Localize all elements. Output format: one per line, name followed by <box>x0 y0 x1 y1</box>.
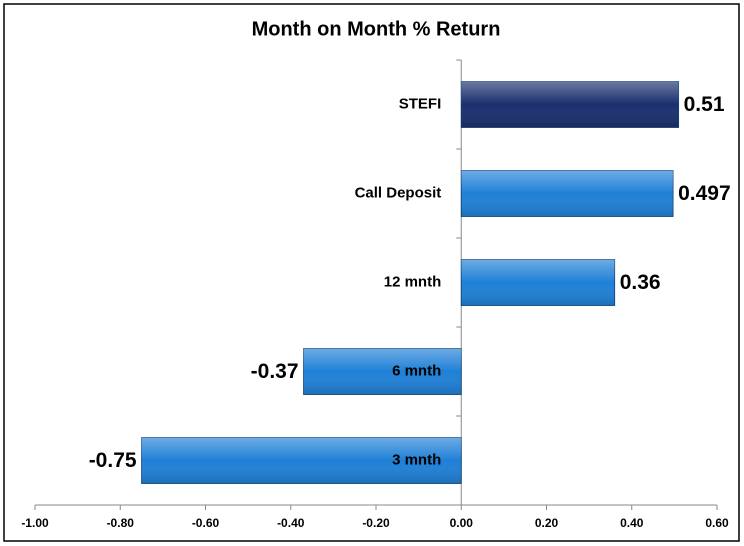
bar-shine <box>461 259 615 306</box>
bar-shine <box>461 81 679 128</box>
category-label: 12 mnth <box>384 273 442 290</box>
category-label: STEFI <box>399 95 442 112</box>
category-label: 6 mnth <box>392 362 441 379</box>
value-label: -0.37 <box>251 360 299 383</box>
x-tick-label: -0.60 <box>192 516 220 530</box>
x-tick-label: 0.40 <box>620 516 644 530</box>
x-tick-label: -0.80 <box>107 516 135 530</box>
chart-title: Month on Month % Return <box>252 18 501 40</box>
value-label: -0.75 <box>89 449 137 472</box>
x-tick-label: -0.20 <box>362 516 390 530</box>
bar-shine <box>141 437 462 484</box>
bar-shine <box>303 348 462 395</box>
value-label: 0.497 <box>678 182 731 205</box>
x-tick-label: 0.00 <box>450 516 474 530</box>
category-label: Call Deposit <box>355 184 442 201</box>
value-label: 0.51 <box>684 93 725 116</box>
category-label: 3 mnth <box>392 451 441 468</box>
x-tick-label: -0.40 <box>277 516 305 530</box>
value-label: 0.36 <box>620 271 661 294</box>
x-tick-label: 0.20 <box>535 516 559 530</box>
x-tick-label: 0.60 <box>705 516 729 530</box>
x-tick-label: -1.00 <box>21 516 49 530</box>
bar-shine <box>461 170 674 217</box>
